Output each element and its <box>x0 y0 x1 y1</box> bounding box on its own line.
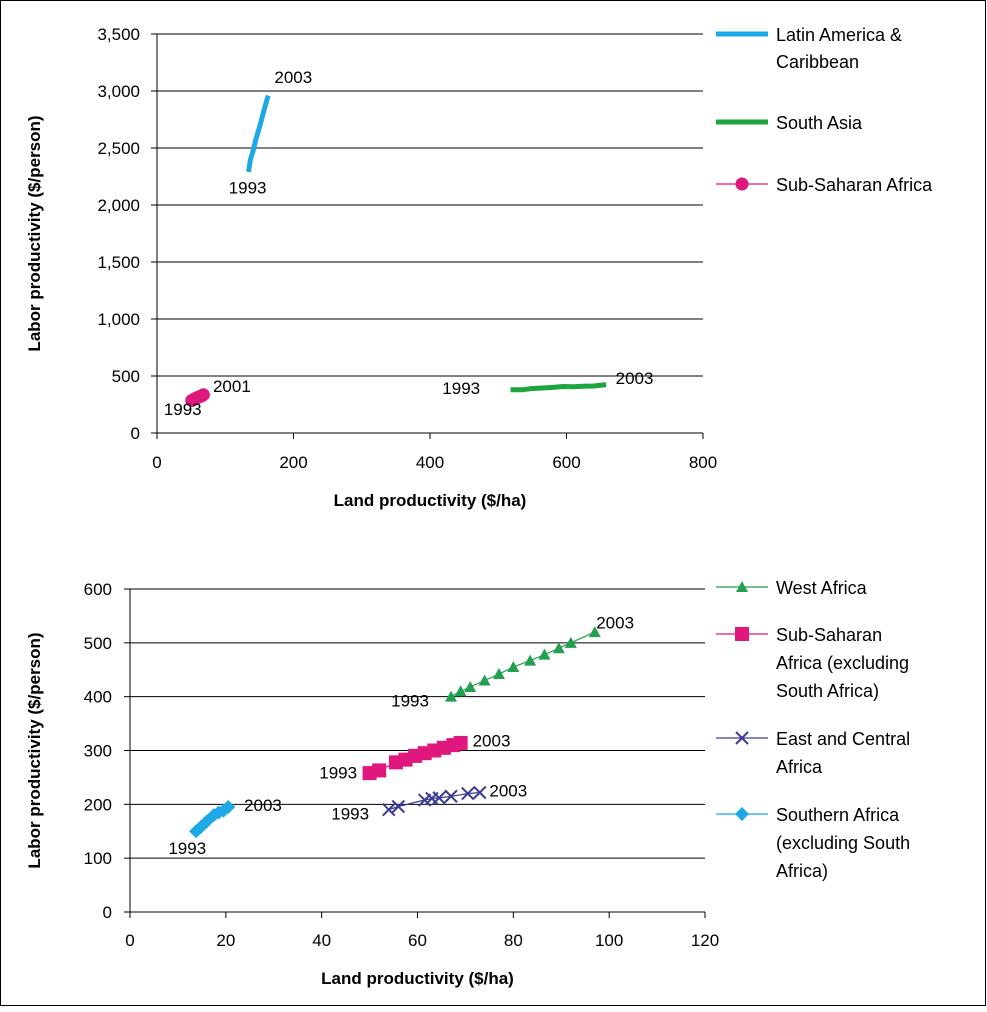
legend-marker-sub_saharan <box>735 177 749 191</box>
data-point-west_africa <box>588 626 601 638</box>
year-annotation: 2003 <box>596 613 634 632</box>
legend-label: Caribbean <box>776 52 859 72</box>
x-tick-label: 40 <box>312 931 331 950</box>
data-point-east_central <box>382 803 396 817</box>
year-annotation: 1993 <box>164 400 202 419</box>
legend-label: Africa <box>776 757 823 777</box>
data-point-east_central <box>473 785 487 800</box>
data-point-west_africa <box>538 648 551 660</box>
data-point-east_central <box>391 799 406 814</box>
legend-label: Southern Africa <box>776 805 900 825</box>
year-annotation: 2003 <box>244 796 282 815</box>
data-point-sub_saharan <box>196 388 210 402</box>
x-tick-label: 0 <box>152 453 161 472</box>
year-annotation: 2003 <box>473 732 511 751</box>
data-point-west_africa <box>564 636 577 648</box>
series-latin_america <box>246 94 271 173</box>
data-point-west_africa <box>454 685 467 697</box>
legend-label: (excluding South <box>776 833 910 853</box>
year-annotation: 2003 <box>274 68 312 87</box>
legend-marker-southern_africa <box>735 807 749 821</box>
x-tick-label: 800 <box>689 453 717 472</box>
legend-label: Africa) <box>776 861 828 881</box>
series-east_central <box>382 785 487 817</box>
data-point-ssa_ex_sa <box>372 763 387 778</box>
y-tick-label: 1,500 <box>97 253 140 272</box>
legend-label: Africa (excluding <box>776 653 909 673</box>
data-point-west_africa <box>464 680 477 692</box>
series-line-latin_america <box>246 94 271 173</box>
data-point-west_africa <box>478 674 491 686</box>
y-tick-label: 500 <box>84 634 112 653</box>
year-annotation: 2003 <box>616 369 654 388</box>
y-axis-title: Labor productivity ($/person) <box>25 632 44 868</box>
legend-marker-ssa_ex_sa <box>735 627 749 641</box>
series-southern_africa <box>189 800 236 839</box>
y-tick-label: 0 <box>103 903 112 922</box>
data-point-west_africa <box>445 690 458 702</box>
legend-label: Sub-Saharan <box>776 625 882 645</box>
x-axis-title: Land productivity ($/ha) <box>321 969 514 988</box>
year-annotation: 1993 <box>442 379 480 398</box>
y-tick-label: 2,000 <box>97 196 140 215</box>
legend-marker-east_central <box>735 731 749 745</box>
series-south_asia <box>510 382 607 393</box>
y-axis-title: Labor productivity ($/person) <box>25 115 44 351</box>
series-line-east_central <box>388 791 480 811</box>
y-tick-label: 3,500 <box>97 25 140 44</box>
y-tick-label: 3,000 <box>97 82 140 101</box>
x-tick-label: 400 <box>416 453 444 472</box>
year-annotation: 1993 <box>391 691 429 710</box>
data-point-west_africa <box>492 668 505 680</box>
year-annotation: 1993 <box>319 763 357 782</box>
x-tick-label: 0 <box>125 931 134 950</box>
y-tick-label: 2,500 <box>97 139 140 158</box>
legend-label: South Asia <box>776 113 863 133</box>
y-tick-label: 1,000 <box>97 310 140 329</box>
year-annotation: 1993 <box>168 839 206 858</box>
x-tick-label: 20 <box>216 931 235 950</box>
legend-marker-west_africa <box>736 581 748 592</box>
y-tick-label: 500 <box>112 367 140 386</box>
y-tick-label: 200 <box>84 795 112 814</box>
y-tick-label: 300 <box>84 742 112 761</box>
legend-label: West Africa <box>776 578 868 598</box>
y-tick-label: 100 <box>84 849 112 868</box>
legend-label: East and Central <box>776 729 910 749</box>
y-tick-label: 0 <box>131 424 140 443</box>
x-tick-label: 60 <box>408 931 427 950</box>
legend-label: Latin America & <box>776 25 902 45</box>
x-tick-label: 120 <box>691 931 719 950</box>
x-tick-label: 80 <box>504 931 523 950</box>
series-line-south_asia <box>510 382 607 393</box>
y-tick-label: 600 <box>84 580 112 599</box>
year-annotation: 1993 <box>331 804 369 823</box>
data-point-east_central <box>461 786 475 801</box>
year-annotation: 2001 <box>213 377 251 396</box>
chart-africa-subregions: 0 100 200 300 400 500 600 0 20 40 60 80 100 120 Land p… <box>25 578 910 988</box>
year-annotation: 2003 <box>489 781 527 800</box>
y-tick-label: 400 <box>84 688 112 707</box>
data-point-west_africa <box>552 642 565 654</box>
data-point-west_africa <box>507 661 520 673</box>
x-tick-label: 200 <box>279 453 307 472</box>
legend-label: Sub-Saharan Africa <box>776 175 933 195</box>
data-point-west_africa <box>524 654 537 666</box>
x-axis-title: Land productivity ($/ha) <box>334 491 527 510</box>
year-annotation: 1993 <box>229 179 267 198</box>
data-point-ssa_ex_sa <box>453 735 468 750</box>
series-ssa_ex_sa <box>362 735 468 781</box>
data-point-southern_africa <box>221 800 236 815</box>
x-tick-label: 100 <box>595 931 623 950</box>
legend-label: South Africa) <box>776 681 879 701</box>
series-sub_saharan <box>185 388 210 408</box>
data-point-east_central <box>444 789 458 803</box>
data-point-east_central <box>432 791 446 805</box>
series-west_africa <box>445 626 601 702</box>
x-tick-label: 600 <box>552 453 580 472</box>
chart-regions: 0 500 1,000 1,500 2,000 2,500 3,000 3,500 0 200 40… <box>25 25 933 510</box>
